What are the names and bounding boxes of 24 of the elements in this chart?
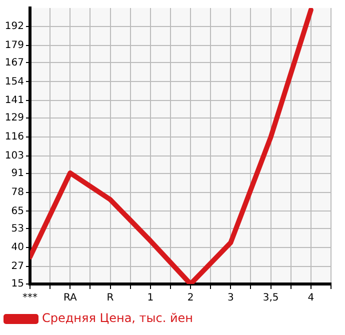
y-tick-label: 27 [11, 261, 24, 272]
y-tick-label: 141 [4, 95, 24, 106]
y-tick-label: 15 [11, 278, 24, 290]
y-tick-label: 40 [11, 242, 24, 254]
y-tick-label: 129 [4, 112, 24, 124]
y-tick-label: 154 [4, 76, 24, 88]
x-tick-label: 2 [187, 292, 194, 304]
y-tick-label: 192 [4, 20, 24, 32]
x-tick-label: 1 [147, 292, 154, 304]
y-tick-label: 179 [4, 40, 24, 51]
x-tick-label: 4 [308, 292, 314, 304]
y-tick-label: 116 [4, 132, 24, 143]
legend-label: Средняя Цена, тыс. йен [42, 311, 194, 326]
y-tick-label: 103 [4, 150, 24, 162]
x-tick-label: *** [22, 292, 38, 304]
x-tick-label: 3 [227, 292, 234, 304]
x-tick-label: 3,5 [262, 292, 279, 304]
y-tick-label: 53 [11, 223, 24, 234]
y-tick-label: 78 [11, 186, 24, 198]
y-tick-label: 91 [11, 168, 24, 179]
x-tick-label: RA [63, 292, 77, 304]
x-tick-label: R [106, 292, 114, 304]
y-tick-label: 65 [11, 206, 24, 217]
y-tick-label: 167 [4, 57, 24, 68]
